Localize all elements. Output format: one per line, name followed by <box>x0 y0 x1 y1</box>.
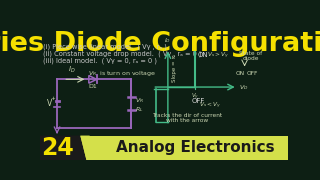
Text: $I_D$: $I_D$ <box>164 37 172 46</box>
Text: OFF: OFF <box>247 71 258 76</box>
Text: Series Diode Configurations: Series Diode Configurations <box>0 31 320 57</box>
Text: ON: ON <box>197 52 208 58</box>
Text: Slope = ∞: Slope = ∞ <box>172 54 177 82</box>
Text: V: V <box>47 99 52 108</box>
Polygon shape <box>80 136 96 160</box>
Text: $I_D$: $I_D$ <box>68 65 76 75</box>
Text: with the arrow: with the arrow <box>166 118 208 123</box>
Text: Tracks the dir of current: Tracks the dir of current <box>152 113 222 118</box>
Text: diode: diode <box>243 56 259 61</box>
Text: $R_L$: $R_L$ <box>135 105 144 114</box>
Polygon shape <box>40 136 288 160</box>
Text: +: + <box>50 96 55 101</box>
Text: 24: 24 <box>41 136 73 160</box>
Text: $V_R$  is turn on voltage: $V_R$ is turn on voltage <box>88 69 156 78</box>
Text: ON: ON <box>236 71 244 76</box>
Text: D1: D1 <box>88 84 97 89</box>
Text: Analog Electronics: Analog Electronics <box>116 140 274 155</box>
Text: (iii) Ideal model.  ( Vγ = 0, rₐ = 0 ): (iii) Ideal model. ( Vγ = 0, rₐ = 0 ) <box>43 58 157 64</box>
Text: $V_R$: $V_R$ <box>135 96 144 105</box>
Text: $V_\gamma$: $V_\gamma$ <box>191 92 199 102</box>
Text: $V_s < V_\gamma$: $V_s < V_\gamma$ <box>199 101 221 111</box>
Text: State of: State of <box>239 51 262 57</box>
Text: $V_D$: $V_D$ <box>239 83 249 91</box>
Text: $V_s > V_\gamma$: $V_s > V_\gamma$ <box>207 51 229 61</box>
Text: OFF: OFF <box>191 98 204 104</box>
Text: (i) Piece wise linear model.  ( Vγ , rₐ ): (i) Piece wise linear model. ( Vγ , rₐ ) <box>43 44 167 50</box>
Text: (ii) Constant voltage drop model.  ( Vγ , rₐ = 0 ): (ii) Constant voltage drop model. ( Vγ ,… <box>43 51 202 57</box>
Polygon shape <box>40 136 86 160</box>
